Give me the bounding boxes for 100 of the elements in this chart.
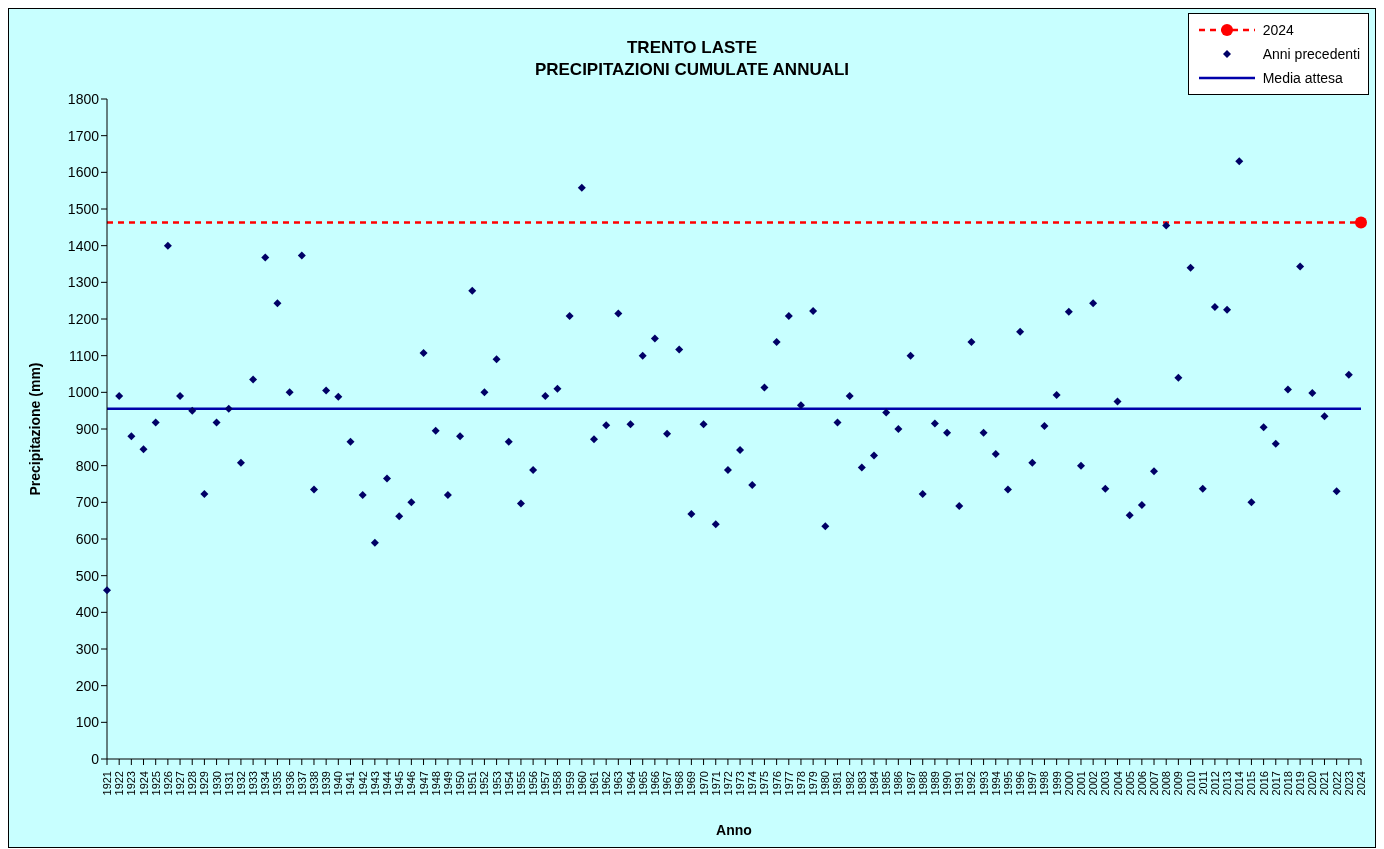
x-tick-label: 2022 [1330, 771, 1343, 796]
x-tick-label: 2006 [1135, 771, 1148, 796]
x-tick-label: 1957 [539, 771, 552, 796]
x-tick-label: 1938 [307, 771, 320, 796]
y-tick-label: 200 [75, 677, 100, 694]
x-tick-label: 1931 [222, 771, 235, 796]
x-tick-label: 1936 [283, 771, 296, 796]
x-tick-label: 1945 [393, 771, 406, 796]
y-tick-label: 600 [75, 530, 100, 547]
x-tick-label: 1999 [1050, 771, 1063, 796]
x-tick-label: 2015 [1245, 771, 1258, 796]
x-tick-label: 1948 [429, 771, 442, 796]
x-tick-label: 1964 [624, 771, 637, 796]
y-tick-label: 900 [75, 420, 100, 437]
y-tick-label: 100 [75, 714, 100, 731]
x-tick-label: 2012 [1208, 771, 1221, 796]
x-tick-label: 2024 [1355, 771, 1367, 796]
x-tick-label: 1972 [721, 771, 734, 796]
y-tick-label: 1500 [67, 200, 100, 217]
x-tick-label: 2014 [1233, 771, 1246, 796]
x-tick-label: 1925 [149, 771, 162, 796]
x-tick-label: 1928 [186, 771, 199, 796]
x-tick-label: 2023 [1342, 771, 1355, 796]
x-tick-label: 1969 [685, 771, 698, 796]
x-tick-label: 1989 [928, 771, 941, 796]
chart-subtitle: PRECIPITAZIONI CUMULATE ANNUALI [534, 60, 850, 79]
x-tick-label: 1982 [843, 771, 856, 796]
x-tick-label: 1986 [892, 771, 905, 796]
x-tick-label: 1978 [794, 771, 807, 796]
x-tick-label: 1921 [101, 771, 113, 796]
chart-title: TRENTO LASTE [626, 38, 758, 57]
x-tick-label: 2019 [1294, 771, 1307, 796]
y-tick-label: 700 [75, 494, 100, 511]
x-tick-label: 1993 [977, 771, 990, 796]
x-tick-label: 1942 [356, 771, 369, 796]
x-tick-label: 1985 [880, 771, 893, 796]
x-tick-label: 1990 [941, 771, 954, 796]
y-axis-title: Precipitazione (mm) [26, 362, 43, 496]
x-tick-label: 2002 [1087, 771, 1100, 796]
x-tick-label: 1929 [198, 771, 211, 796]
x-tick-label: 1924 [137, 771, 150, 796]
x-tick-label: 1954 [502, 771, 515, 796]
x-tick-label: 1939 [320, 771, 333, 796]
y-tick-label: 1400 [67, 237, 100, 254]
x-tick-label: 1998 [1038, 771, 1051, 796]
x-tick-label: 1934 [259, 771, 272, 796]
x-tick-label: 1922 [113, 771, 126, 796]
x-tick-label: 1930 [210, 771, 223, 796]
x-tick-label: 1980 [819, 771, 832, 796]
x-tick-label: 1981 [831, 771, 844, 796]
x-tick-label: 2016 [1257, 771, 1270, 796]
x-tick-label: 2009 [1172, 771, 1185, 796]
x-tick-label: 1974 [746, 771, 759, 796]
legend-label: 2024 [1262, 22, 1294, 38]
x-tick-label: 2000 [1062, 771, 1075, 796]
x-tick-label: 1949 [441, 771, 454, 796]
y-tick-label: 1200 [67, 310, 100, 327]
x-tick-label: 2020 [1306, 771, 1319, 796]
x-tick-label: 2017 [1269, 771, 1282, 796]
x-tick-label: 1960 [575, 771, 588, 796]
x-tick-label: 1947 [417, 771, 430, 796]
x-tick-label: 1933 [247, 771, 260, 796]
x-tick-label: 1959 [563, 771, 576, 796]
y-tick-label: 0 [91, 750, 100, 767]
x-tick-label: 2007 [1148, 771, 1161, 796]
x-tick-label: 1996 [1014, 771, 1027, 796]
x-tick-label: 1956 [527, 771, 540, 796]
x-tick-label: 1968 [673, 771, 686, 796]
legend-label: Media attesa [1262, 70, 1343, 86]
y-tick-label: 1600 [67, 164, 100, 181]
x-tick-label: 1940 [332, 771, 345, 796]
x-tick-label: 2021 [1318, 771, 1331, 796]
x-tick-label: 1973 [734, 771, 747, 796]
x-tick-label: 1953 [490, 771, 503, 796]
y-tick-label: 1000 [67, 384, 100, 401]
x-axis-title: Anno [716, 822, 752, 838]
x-tick-label: 2003 [1099, 771, 1112, 796]
x-tick-label: 1997 [1026, 771, 1039, 796]
x-tick-label: 2008 [1160, 771, 1173, 796]
x-tick-label: 1991 [953, 771, 966, 796]
x-tick-label: 1961 [587, 771, 600, 796]
y-tick-label: 300 [75, 640, 100, 657]
x-tick-label: 1979 [807, 771, 820, 796]
x-tick-label: 1958 [551, 771, 564, 796]
x-tick-label: 1962 [600, 771, 613, 796]
x-tick-label: 1937 [295, 771, 308, 796]
x-tick-label: 1965 [636, 771, 649, 796]
y-tick-label: 1300 [67, 274, 100, 291]
x-tick-label: 1944 [381, 771, 394, 796]
x-tick-label: 1971 [709, 771, 722, 796]
x-tick-label: 1992 [965, 771, 978, 796]
y-tick-label: 1800 [67, 90, 100, 107]
x-tick-label: 2018 [1281, 771, 1294, 796]
x-tick-label: 1976 [770, 771, 783, 796]
x-tick-label: 1932 [234, 771, 247, 796]
x-tick-label: 1975 [758, 771, 771, 796]
x-tick-label: 1950 [454, 771, 467, 796]
x-tick-label: 1923 [125, 771, 138, 796]
x-tick-label: 1946 [405, 771, 418, 796]
y-tick-label: 1700 [67, 127, 100, 144]
